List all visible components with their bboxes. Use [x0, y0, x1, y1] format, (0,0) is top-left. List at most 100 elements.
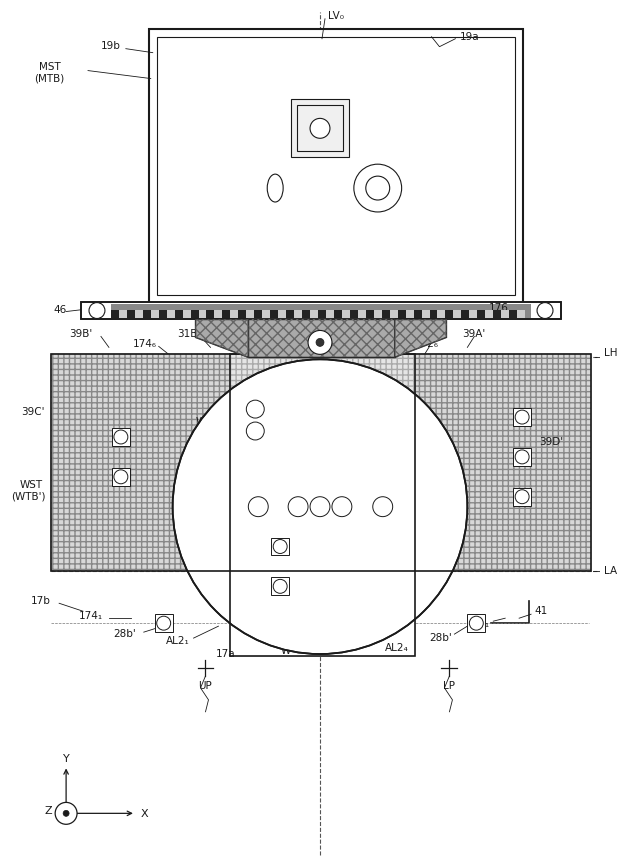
Circle shape [288, 497, 308, 517]
Bar [270, 310, 278, 317]
Circle shape [310, 497, 330, 517]
Bar [326, 310, 334, 317]
Bar [381, 310, 390, 317]
Bar [278, 310, 286, 317]
Circle shape [173, 359, 467, 654]
Circle shape [366, 176, 390, 200]
Text: 32: 32 [345, 329, 358, 340]
Bar [51, 355, 230, 571]
Bar [143, 310, 151, 317]
Circle shape [332, 497, 352, 517]
Bar [51, 355, 591, 571]
Bar [157, 36, 515, 295]
Text: (MTB): (MTB) [35, 74, 65, 83]
Bar [159, 310, 166, 317]
Bar [477, 310, 485, 317]
Bar [248, 320, 395, 357]
Bar [406, 310, 413, 317]
Bar [397, 310, 406, 317]
Circle shape [246, 401, 264, 418]
Circle shape [114, 470, 128, 484]
Bar [358, 310, 366, 317]
Text: 46: 46 [53, 304, 67, 315]
Bar [271, 577, 289, 596]
Text: X: X [141, 809, 148, 819]
Text: 174₆: 174₆ [133, 339, 157, 349]
Circle shape [308, 330, 332, 355]
Bar [294, 310, 302, 317]
Circle shape [515, 410, 529, 424]
Text: PL(PU): PL(PU) [230, 329, 264, 340]
Text: 28b': 28b' [429, 633, 452, 643]
Bar [191, 310, 198, 317]
Circle shape [273, 539, 287, 553]
Text: AL2₁: AL2₁ [166, 636, 189, 646]
Bar [429, 310, 438, 317]
Text: UP: UP [198, 681, 212, 691]
Text: (WTB'): (WTB') [12, 492, 46, 502]
Bar [182, 310, 191, 317]
Circle shape [248, 497, 268, 517]
Bar [119, 310, 127, 317]
Bar [51, 355, 591, 571]
Bar [81, 302, 561, 320]
Text: 31A: 31A [385, 329, 405, 340]
Text: MST: MST [39, 62, 61, 72]
Bar [111, 310, 119, 317]
Bar [271, 538, 289, 556]
Text: WD: WD [196, 417, 214, 427]
Text: 31B: 31B [178, 329, 198, 340]
Text: 176: 176 [489, 303, 509, 312]
Text: Y: Y [63, 753, 70, 764]
Bar [513, 408, 531, 426]
Bar [148, 29, 523, 303]
Bar [230, 310, 238, 317]
Bar [302, 310, 310, 317]
Circle shape [273, 579, 287, 593]
Bar [112, 428, 130, 446]
Bar [318, 310, 326, 317]
Circle shape [114, 430, 128, 444]
Bar [230, 355, 415, 571]
Bar [135, 310, 143, 317]
Bar [127, 310, 135, 317]
Text: LH: LH [604, 349, 617, 358]
Bar [51, 355, 591, 571]
Bar [248, 320, 395, 357]
Bar [175, 310, 182, 317]
Text: W: W [280, 646, 291, 656]
Text: 172₁: 172₁ [465, 619, 490, 629]
Circle shape [246, 422, 264, 440]
Bar [291, 100, 349, 157]
Polygon shape [395, 320, 447, 357]
Text: LA: LA [604, 566, 617, 577]
Bar [111, 303, 531, 317]
Bar [198, 310, 207, 317]
Text: 19b: 19b [101, 41, 121, 50]
Text: 39C': 39C' [21, 407, 45, 417]
Bar [223, 310, 230, 317]
Bar [509, 310, 517, 317]
Text: 19a: 19a [460, 32, 479, 42]
Bar [262, 310, 270, 317]
Bar [390, 310, 397, 317]
Bar [155, 614, 173, 632]
Bar [513, 488, 531, 505]
Circle shape [354, 164, 402, 212]
Bar [501, 310, 509, 317]
Text: 28b': 28b' [113, 629, 136, 639]
Bar [230, 355, 415, 656]
Bar [214, 310, 223, 317]
Text: 39B': 39B' [69, 329, 92, 340]
Bar [453, 310, 461, 317]
Bar [445, 310, 453, 317]
Bar [230, 571, 415, 656]
Bar [246, 310, 254, 317]
Bar [493, 310, 501, 317]
Bar [485, 310, 493, 317]
Text: 39D': 39D' [539, 437, 563, 447]
Bar [517, 310, 525, 317]
Bar [230, 355, 415, 656]
Bar [254, 310, 262, 317]
Text: 174₁: 174₁ [79, 611, 103, 621]
